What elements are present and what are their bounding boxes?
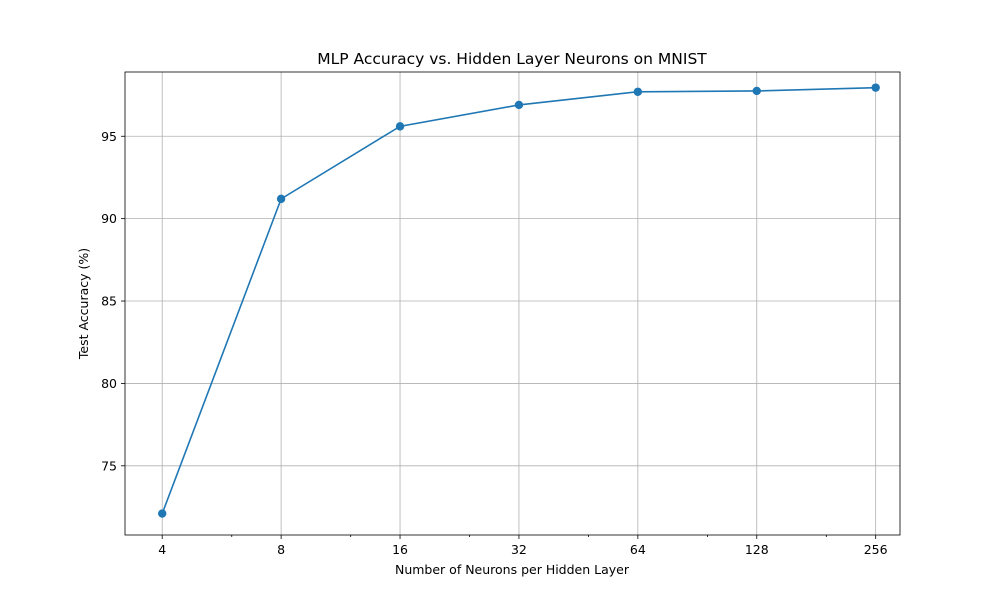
- data-point: [395, 122, 405, 131]
- series-layer: [158, 83, 880, 518]
- x-axis-ticks: 4 8 16 32 64 128 256: [158, 535, 888, 557]
- y-tick-label: 80: [101, 376, 117, 391]
- y-tick-label: 85: [101, 294, 117, 309]
- chart-title: MLP Accuracy vs. Hidden Layer Neurons on…: [317, 50, 707, 68]
- data-point: [871, 83, 880, 92]
- y-axis-label: Test Accuracy (%): [76, 248, 91, 360]
- grid-lines: [125, 72, 900, 535]
- y-tick-label: 75: [101, 458, 117, 473]
- data-point: [633, 87, 643, 96]
- data-point: [158, 509, 167, 518]
- data-point: [276, 194, 286, 204]
- data-point: [514, 100, 524, 110]
- data-point: [752, 86, 761, 96]
- x-tick-label: 16: [392, 542, 408, 557]
- x-tick-label: 256: [864, 542, 888, 557]
- y-tick-label: 90: [101, 211, 117, 226]
- x-tick-label: 4: [158, 542, 166, 557]
- plot-frame: [124, 71, 901, 536]
- x-tick-label: 32: [511, 542, 527, 557]
- x-tick-label: 128: [745, 542, 769, 557]
- x-axis-label: Number of Neurons per Hidden Layer: [395, 562, 630, 577]
- y-axis-ticks: 75 80 85 90 95: [101, 129, 125, 473]
- x-tick-label: 8: [277, 542, 285, 557]
- x-tick-label: 64: [630, 542, 646, 557]
- y-tick-label: 95: [101, 129, 117, 144]
